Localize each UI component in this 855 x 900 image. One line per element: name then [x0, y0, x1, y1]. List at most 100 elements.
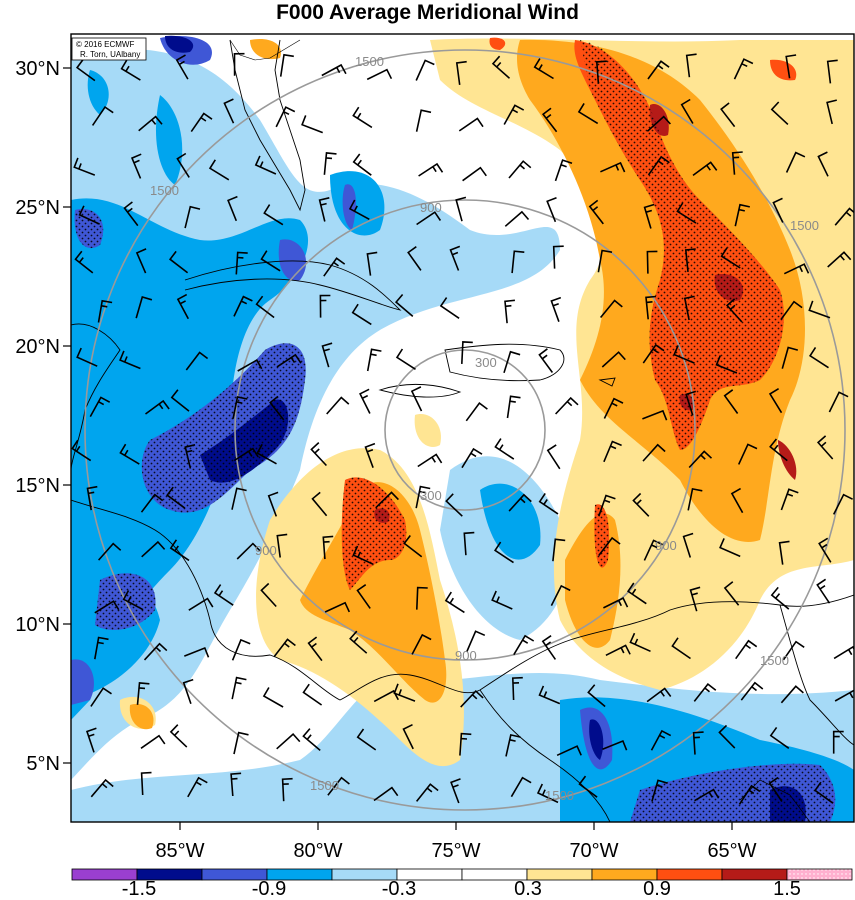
- wind-barb: [508, 160, 532, 179]
- wind-barb: [632, 492, 650, 517]
- wind-barb: [94, 600, 120, 614]
- wind-barb: [351, 303, 372, 326]
- wind-barb: [260, 582, 277, 608]
- wind-barb: [85, 727, 97, 753]
- wind-barb: [646, 115, 671, 132]
- wind-barb: [352, 106, 373, 129]
- latitude-labels: 30°N 25°N 20°N 15°N 10°N 5°N: [15, 58, 60, 775]
- wind-barb: [140, 771, 152, 796]
- wind-barb: [76, 347, 98, 367]
- wind-barb: [188, 597, 214, 611]
- wind-barb: [578, 775, 598, 798]
- wind-barb: [140, 734, 166, 749]
- wind-barb: [122, 590, 144, 611]
- wind-barb: [538, 492, 559, 515]
- wind-barb: [546, 196, 557, 223]
- wind-barb: [394, 293, 414, 318]
- wind-barb: [647, 60, 670, 80]
- wind-barb: [715, 355, 738, 374]
- wind-barb: [555, 396, 579, 415]
- wind-barb: [511, 676, 523, 701]
- wind-barb: [208, 159, 230, 181]
- wind-barb: [828, 391, 849, 413]
- wind-barb: [130, 153, 142, 179]
- ring-label: 1500: [150, 183, 179, 198]
- wind-barb: [395, 348, 416, 370]
- wind-barb: [322, 535, 334, 560]
- wind-barb: [554, 159, 573, 182]
- wind-barb: [255, 295, 275, 319]
- wind-barb: [466, 630, 486, 652]
- colorbar-label: -0.9: [252, 878, 286, 900]
- wind-barb: [119, 443, 140, 465]
- wind-barb: [770, 586, 790, 610]
- wind-barb: [533, 58, 554, 80]
- wind-barb: [725, 298, 743, 323]
- wind-barb: [651, 779, 668, 802]
- wind-barb: [319, 294, 331, 318]
- wind-barb: [439, 297, 460, 319]
- wind-barb: [301, 115, 323, 134]
- range-ring-labels: 300 300 900 900 900 900 1500 1500 1500 1…: [150, 54, 819, 803]
- wind-barb: [642, 409, 668, 421]
- wind-barb: [510, 776, 532, 798]
- wind-barb: [461, 341, 473, 364]
- wind-barb: [237, 359, 263, 372]
- lon-label: 75°W: [431, 840, 480, 862]
- wind-barb: [768, 388, 783, 414]
- wind-barb: [78, 205, 100, 225]
- wind-barb: [97, 299, 113, 323]
- wind-barb: [536, 783, 559, 804]
- range-rings: [84, 49, 846, 811]
- wind-barb: [813, 781, 834, 804]
- colorbar-label: -1.5: [122, 878, 156, 900]
- wind-barb: [175, 54, 189, 80]
- wind-barb: [646, 687, 672, 703]
- wind-barb: [826, 99, 837, 125]
- wind-barb: [86, 485, 98, 511]
- wind-barb: [772, 197, 784, 223]
- wind-barb: [552, 538, 566, 562]
- wind-barb: [279, 53, 294, 77]
- wind-barb: [170, 389, 190, 412]
- wind-barb: [415, 109, 432, 132]
- wind-barb: [598, 536, 621, 556]
- colorbar-labels: -1.5 -0.9 -0.3 0.3 0.9 1.5: [122, 878, 801, 900]
- wind-barb: [682, 532, 694, 558]
- wind-barb: [256, 443, 277, 465]
- wind-barb: [213, 584, 234, 606]
- wind-barb: [169, 539, 190, 562]
- wind-barb: [491, 590, 513, 610]
- wind-barb: [598, 494, 616, 517]
- wind-barb: [768, 776, 783, 802]
- wind-barb: [505, 733, 521, 757]
- wind-barb: [416, 211, 442, 226]
- wind-barb: [673, 345, 695, 364]
- wind-barb: [123, 201, 139, 227]
- wind-barb: [356, 584, 371, 609]
- wind-barb: [818, 537, 832, 563]
- wind-barb: [508, 493, 532, 512]
- wind-barb: [302, 683, 323, 706]
- credit-line-1: © 2016 ECMWF: [76, 40, 134, 49]
- wind-barb: [541, 635, 557, 660]
- wind-barb: [138, 115, 163, 132]
- wind-barb: [718, 724, 736, 749]
- credit-line-2: R. Torn, UAlbany: [80, 50, 140, 59]
- wind-barb: [169, 724, 188, 748]
- wind-barb: [73, 157, 96, 176]
- wind-barb: [190, 112, 213, 133]
- wind-barb: [120, 59, 141, 81]
- wind-barb: [685, 53, 697, 78]
- wind-barb: [601, 351, 626, 368]
- colorbar-label: -0.3: [382, 878, 416, 900]
- wind-barb: [140, 493, 164, 513]
- lon-label: 70°W: [569, 840, 618, 862]
- wind-barb: [135, 248, 147, 274]
- wind-barb: [231, 487, 247, 510]
- wind-barb: [463, 531, 475, 556]
- wind-barb: [184, 205, 201, 229]
- wind-barb: [141, 540, 166, 558]
- wind-barb: [323, 152, 337, 175]
- wind-barb: [269, 395, 285, 421]
